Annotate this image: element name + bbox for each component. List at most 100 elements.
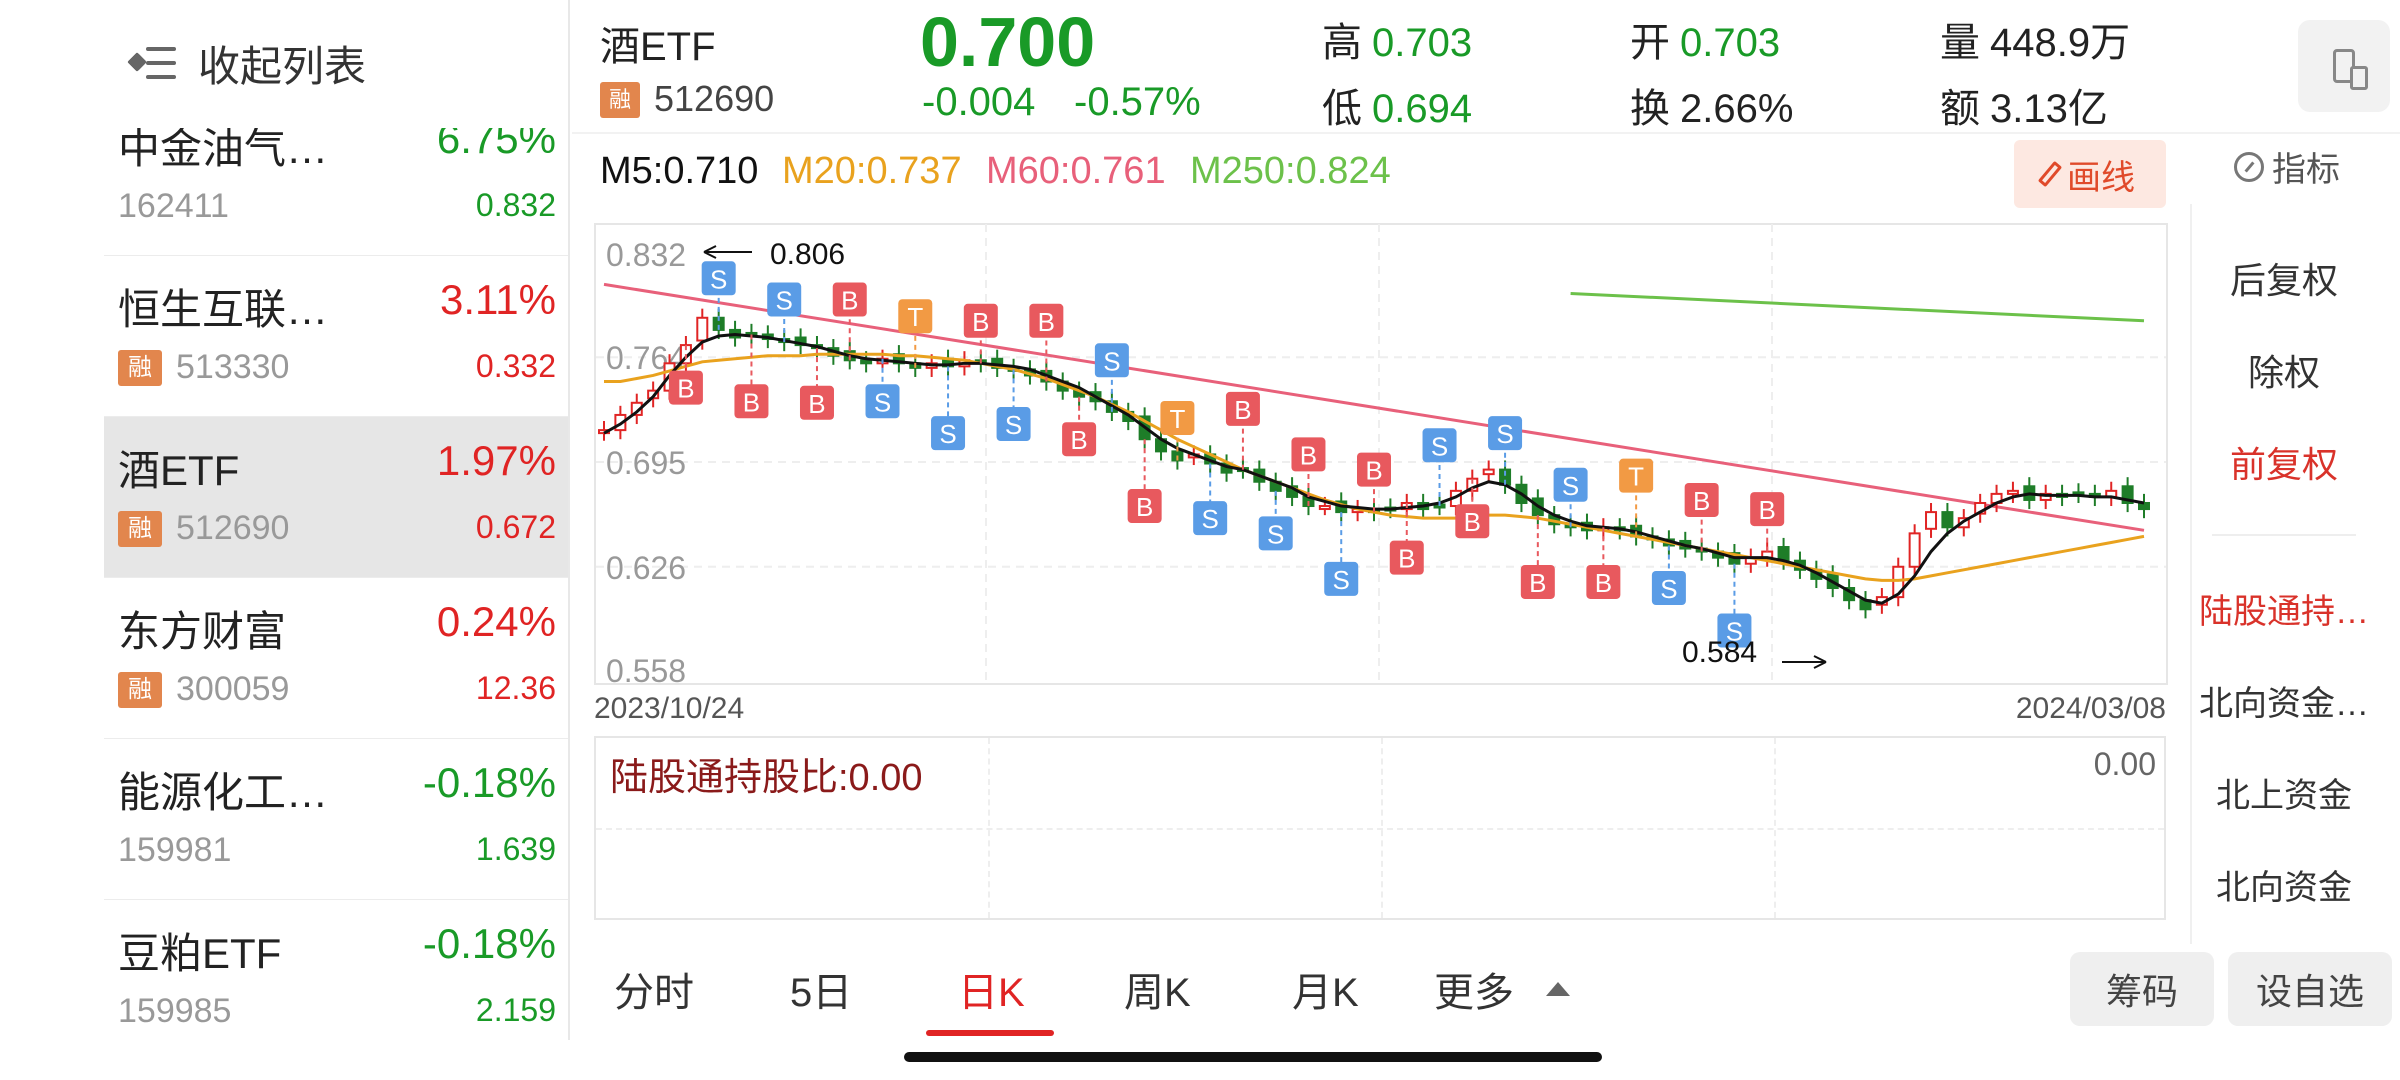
trade-marker	[1651, 571, 1686, 606]
ma250-line	[1570, 291, 2145, 323]
stock-change-pct: 1.97%	[436, 437, 556, 484]
watchlist: 中金油气… 6.75% 162411 0.832 恒生互联… 3.11% 融 513330 0.…	[104, 128, 570, 1040]
stock-name: 东方财富	[118, 608, 287, 655]
adjust-forward-option[interactable]: 前复权	[2229, 444, 2338, 485]
high-value: 0.703	[1372, 21, 1473, 65]
northbound-inflow-option[interactable]: 北上资金	[2216, 777, 2352, 815]
trade-marker-label: B	[1234, 395, 1251, 425]
trade-marker-label: S	[1005, 410, 1022, 440]
trade-marker	[1225, 391, 1260, 426]
collapse-list-label: 收起列表	[198, 42, 367, 90]
northbound-funds-option-1[interactable]: 北向资金…	[2199, 685, 2369, 723]
open-stat: 开 0.703	[1630, 10, 1780, 68]
trade-marker	[1324, 561, 1359, 596]
header-divider	[572, 132, 2400, 134]
subchart-gridline	[596, 828, 2164, 830]
trade-marker-label: B	[808, 389, 825, 419]
stock-price: 0.672	[475, 509, 556, 545]
high-label: 高	[1322, 21, 1362, 65]
trade-marker-label: S	[1103, 346, 1120, 376]
candle-body	[1941, 511, 1954, 529]
watchlist-item[interactable]: 中金油气… 6.75% 162411 0.832	[104, 128, 570, 256]
stock-code: 512690	[176, 509, 290, 547]
trade-marker	[1750, 492, 1785, 527]
tab-more[interactable]: 更多	[1434, 971, 1514, 1015]
watchlist-item[interactable]: 能源化工… -0.18% 159981 1.639	[104, 739, 570, 900]
trade-marker	[963, 303, 998, 338]
candle-body	[1908, 532, 1921, 568]
margin-badge: 融	[118, 511, 162, 547]
trade-marker	[767, 282, 802, 317]
tab-monthly-k[interactable]: 月K	[1292, 971, 1359, 1015]
trade-marker-label: S	[1333, 565, 1350, 595]
candle-body	[860, 359, 873, 365]
home-indicator	[904, 1052, 1602, 1062]
watchlist-item[interactable]: 豆粕ETF -0.18% 159985 2.159	[104, 900, 570, 1040]
subchart-value: 0.00	[2093, 746, 2156, 782]
y-tick-label: 0.626	[606, 550, 686, 586]
tab-daily-k[interactable]: 日K	[958, 971, 1025, 1015]
adjust-backward-option[interactable]: 后复权	[2229, 260, 2338, 301]
stock-code: 159985	[118, 992, 232, 1030]
chips-button[interactable]: 筹码	[2070, 952, 2214, 1026]
stock-change-pct: 6.75%	[436, 128, 556, 162]
candle-body	[892, 353, 905, 365]
price-change-pct: -0.57%	[1074, 80, 1201, 124]
turnover-value: 2.66%	[1680, 87, 1794, 131]
trade-marker	[799, 385, 834, 420]
watchlist-item[interactable]: 酒ETF 1.97% 融 512690 0.672	[104, 417, 570, 578]
candle-body	[1925, 511, 1938, 530]
hk-connect-holding-option[interactable]: 陆股通持…	[2199, 593, 2369, 631]
add-watchlist-button[interactable]: 设自选	[2228, 952, 2392, 1026]
device-rotate-icon	[2333, 49, 2368, 90]
landscape-toggle-button[interactable]	[2298, 20, 2390, 112]
max-arrow-head	[703, 245, 717, 259]
tab-intraday[interactable]: 分时	[614, 971, 694, 1015]
trade-marker	[1062, 422, 1097, 457]
trade-marker-label: B	[1595, 568, 1612, 598]
subchart-vgridline	[988, 738, 990, 918]
caret-up-icon	[1546, 982, 1570, 996]
ma60-legend: M60:0.761	[986, 150, 1166, 192]
trade-marker	[1520, 564, 1555, 599]
trade-marker	[1717, 613, 1752, 648]
trade-marker-label: B	[677, 374, 694, 404]
stock-name: 能源化工…	[118, 769, 329, 816]
trade-marker-label: S	[1726, 617, 1743, 647]
margin-badge: 融	[118, 350, 162, 386]
gauge-icon	[2234, 151, 2264, 182]
candle-body	[2006, 489, 2019, 495]
trade-marker-label: S	[710, 264, 727, 294]
adjust-exright-option[interactable]: 除权	[2247, 352, 2320, 393]
low-stat: 低 0.694	[1322, 76, 1472, 134]
open-value: 0.703	[1680, 21, 1781, 65]
trade-marker-label: B	[841, 286, 858, 316]
trade-marker-label: S	[1562, 471, 1579, 501]
indicator-button[interactable]: 指标	[2234, 142, 2340, 191]
collapse-list-button[interactable]: 收起列表	[127, 30, 367, 96]
trade-marker	[1455, 504, 1490, 539]
trade-marker-label: B	[1759, 495, 1776, 525]
security-code: 512690	[654, 78, 775, 119]
stock-change-pct: -0.18%	[422, 759, 556, 806]
candle-body	[2039, 492, 2052, 501]
max-price-label: 0.806	[770, 238, 845, 271]
pencil-icon	[2037, 160, 2063, 188]
trade-marker	[1160, 400, 1195, 435]
trade-marker-label: T	[1169, 404, 1185, 434]
tab-5day[interactable]: 5日	[790, 971, 853, 1015]
trade-marker	[734, 384, 769, 419]
draw-line-button[interactable]: 画线	[2014, 140, 2166, 208]
candle-body	[2138, 501, 2150, 511]
x-end-date: 2024/03/08	[2016, 692, 2166, 722]
candle-body	[1482, 468, 1495, 476]
watchlist-item[interactable]: 东方财富 0.24% 融 300059 12.36	[104, 578, 570, 739]
trade-marker-label: B	[1070, 425, 1087, 455]
trade-marker-label: B	[1365, 456, 1382, 486]
tab-weekly-k[interactable]: 周K	[1124, 971, 1191, 1015]
northbound-funds-option-2[interactable]: 北向资金	[2216, 869, 2352, 907]
kline-chart[interactable]: 0.8320.7640.6950.6260.558BSBSBBSTSBSBBSB…	[594, 222, 2168, 722]
trade-marker	[1422, 428, 1457, 463]
watchlist-item[interactable]: 恒生互联… 3.11% 融 513330 0.332	[104, 256, 570, 417]
stock-price: 0.832	[475, 187, 556, 223]
